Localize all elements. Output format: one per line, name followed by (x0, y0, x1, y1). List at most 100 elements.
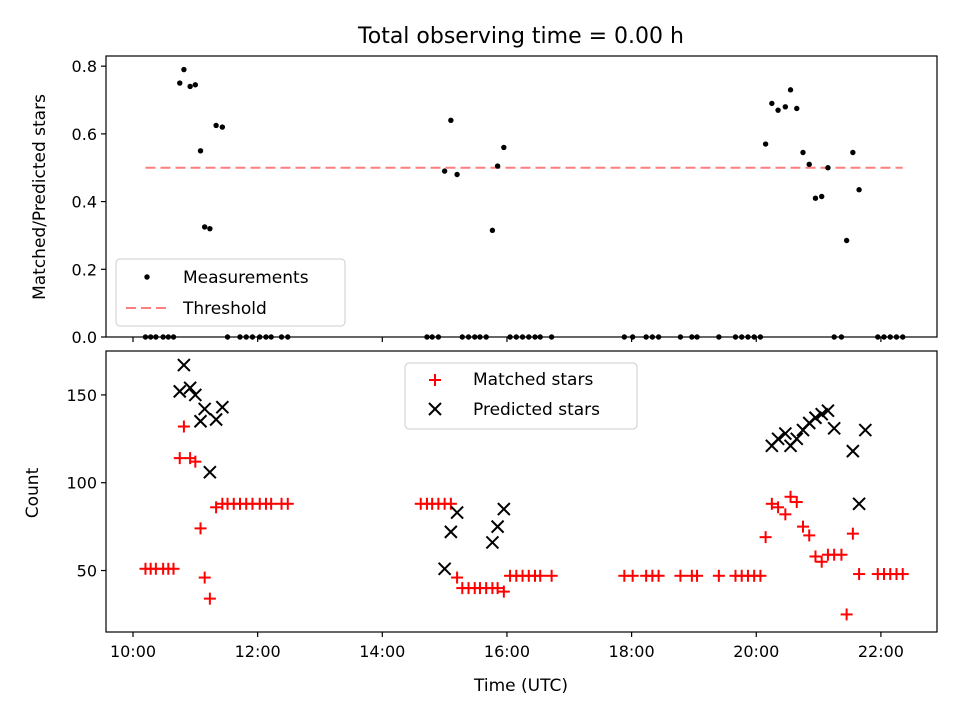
matched-star-point (497, 585, 510, 598)
predicted-star-point (437, 562, 452, 576)
measurement-point (441, 168, 448, 174)
predicted-star-point (183, 381, 197, 395)
top-ytick-label: 0.8 (72, 57, 97, 76)
bottom-ytick-label: 50 (77, 562, 97, 581)
matched-star-point (210, 501, 223, 514)
top-panel: Total observing time = 0.00 h Matched/Pr… (30, 24, 938, 347)
bottom-x-ticks: 10:00 12:00 14:00 16:00 18:00 20:00 22:00 (110, 632, 904, 661)
bottom-xtick-label: 16:00 (484, 642, 530, 661)
measurement-point (825, 165, 831, 171)
bottom-xtick-label: 14:00 (359, 642, 405, 661)
matched-star-point (846, 527, 859, 540)
measurement-point (800, 149, 806, 156)
measurement-point (501, 144, 507, 151)
top-legend-box (115, 258, 346, 327)
predicted-star-point (852, 497, 866, 511)
measurement-point (787, 87, 794, 93)
predicted-star-point (203, 465, 217, 479)
matched-star-point (177, 420, 190, 433)
top-ytick-label: 0.2 (72, 260, 97, 279)
measurement-point (197, 148, 204, 154)
legend-threshold-label: Threshold (182, 299, 267, 319)
matched-star-point (194, 522, 207, 535)
measurement-point (850, 149, 856, 156)
predicted-star-point (215, 400, 230, 414)
matched-star-point (790, 496, 803, 509)
bottom-y-axis-label: Count (23, 467, 43, 518)
measurement-point (489, 227, 496, 234)
matched-star-point (173, 452, 186, 465)
matched-star-point (803, 529, 816, 542)
legend-matched-marker (429, 374, 441, 386)
legend-matched-label: Matched stars (473, 370, 593, 390)
bottom-legend-box (404, 362, 638, 430)
matched-star-point (491, 582, 504, 595)
matched-star-point (779, 508, 792, 521)
legend-measurements-marker (144, 274, 150, 280)
matched-star-point (797, 520, 810, 533)
top-ytick-label: 0.6 (72, 125, 97, 144)
measurement-point (762, 141, 769, 147)
measurement-point (448, 117, 454, 124)
matched-stars-points (139, 420, 909, 621)
bottom-xtick-label: 12:00 (235, 642, 281, 661)
predicted-star-point (778, 426, 793, 441)
matched-star-point (189, 455, 202, 468)
matched-star-point (712, 569, 725, 582)
measurement-point (806, 161, 812, 168)
predicted-star-point (209, 412, 223, 427)
measurement-point (856, 187, 862, 193)
predicted-star-point (450, 505, 464, 520)
bottom-x-axis-label: Time (UTC) (473, 676, 568, 696)
matched-star-point (203, 592, 216, 605)
top-axes-frame (105, 55, 938, 338)
matched-star-point (835, 548, 848, 561)
matched-star-point (674, 569, 687, 582)
predicted-star-point (858, 423, 873, 437)
measurement-point (843, 237, 850, 244)
measurement-point (775, 107, 781, 113)
predicted-star-point (197, 402, 212, 416)
predicted-star-point (177, 358, 191, 372)
bottom-ytick-label: 150 (66, 386, 97, 405)
bottom-panel: Count Time (UTC) 50 100 150 10:00 12:00 14:0… (23, 350, 938, 696)
top-y-ticks: 0.0 0.2 0.4 0.6 0.8 (72, 57, 106, 347)
predicted-star-point (497, 502, 511, 516)
matched-star-point (840, 608, 853, 621)
measurement-point (213, 122, 219, 129)
bottom-xtick-label: 10:00 (110, 642, 156, 661)
predicted-star-point (444, 525, 458, 539)
bottom-xtick-label: 18:00 (609, 642, 655, 661)
measurement-point (769, 100, 775, 107)
measurement-point (192, 82, 199, 88)
predicted-star-point (790, 432, 804, 446)
predicted-star-point (821, 404, 835, 418)
matched-star-point (444, 497, 457, 510)
predicted-star-point (814, 407, 829, 421)
measurement-point (782, 104, 789, 110)
bottom-legend: Matched stars Predicted stars (404, 362, 638, 430)
legend-predicted-label: Predicted stars (473, 400, 600, 420)
top-y-axis-label: Matched/Predicted stars (30, 94, 50, 300)
matched-star-point (451, 571, 464, 584)
predicted-star-point (490, 519, 505, 534)
chart-title: Total observing time = 0.00 h (357, 24, 684, 49)
measurement-point (207, 225, 213, 232)
measurement-point (177, 80, 183, 86)
predicted-star-point (846, 444, 860, 458)
legend-measurements-label: Measurements (183, 268, 309, 288)
matched-star-point (765, 497, 778, 510)
matched-star-point (265, 497, 278, 510)
matched-star-point (652, 569, 665, 582)
bottom-ytick-label: 100 (66, 474, 97, 493)
matched-star-point (809, 550, 822, 563)
matched-star-point (198, 571, 211, 584)
matched-star-point (754, 569, 767, 582)
matched-star-point (784, 490, 797, 503)
matched-star-point (815, 555, 828, 568)
measurement-point (454, 171, 460, 178)
measurement-point (494, 163, 501, 169)
bottom-xtick-label: 22:00 (858, 642, 904, 661)
